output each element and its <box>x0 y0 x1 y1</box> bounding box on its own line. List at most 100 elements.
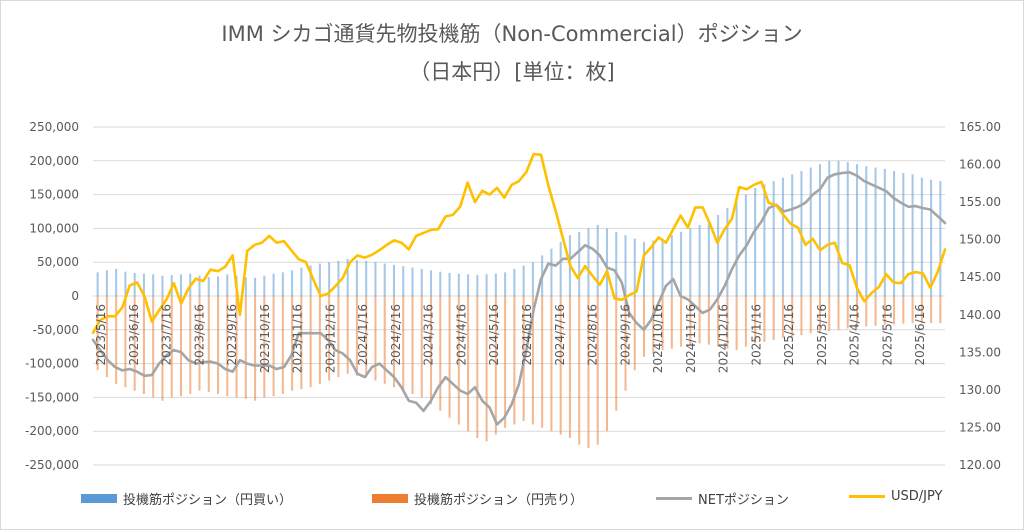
x-tick-label: 2024/1/16 <box>356 304 370 366</box>
yen-sell-bar <box>504 296 507 428</box>
yen-buy-bar <box>457 273 460 296</box>
yen-buy-bar <box>643 241 646 296</box>
legend-swatch-yen-sell <box>372 494 408 503</box>
yen-sell-bar <box>781 296 784 338</box>
yen-sell-bar <box>911 296 914 324</box>
yen-buy-bar <box>207 277 210 296</box>
yen-buy-bar <box>179 274 182 296</box>
yen-sell-bar <box>198 296 201 391</box>
x-tick-label: 2024/8/16 <box>586 304 600 366</box>
yen-sell-bar <box>587 296 590 449</box>
yen-buy-bar <box>791 174 794 296</box>
yen-buy-bar <box>559 241 562 296</box>
yen-buy-bar <box>837 160 840 296</box>
yen-buy-bar <box>374 262 377 296</box>
y-left-tick-label: -100,000 <box>25 357 79 371</box>
yen-sell-bar <box>643 296 646 357</box>
y-left-tick-label: -200,000 <box>25 424 79 438</box>
yen-sell-bar <box>874 296 877 326</box>
yen-sell-bar <box>374 296 377 381</box>
yen-buy-bar <box>448 273 451 296</box>
yen-buy-bar <box>883 168 886 296</box>
yen-sell-bar <box>411 296 414 395</box>
yen-buy-bar <box>809 167 812 296</box>
yen-sell-bar <box>893 296 896 325</box>
yen-buy-bar <box>476 275 479 296</box>
yen-sell-bar <box>337 296 340 378</box>
yen-buy-bar <box>402 266 405 296</box>
yen-buy-bar <box>772 181 775 296</box>
yen-sell-bar <box>430 296 433 405</box>
yen-sell-bar <box>402 296 405 391</box>
yen-buy-bar <box>485 274 488 296</box>
legend-item-yen-sell: 投機筋ポジション（円売り） <box>372 489 583 508</box>
legend-swatch-usdjpy <box>849 495 885 498</box>
x-tick-label: 2024/11/16 <box>684 304 698 373</box>
yen-sell-bar <box>355 296 358 376</box>
legend-label-yen-sell: 投機筋ポジション（円売り） <box>414 493 584 508</box>
yen-buy-bar <box>605 228 608 296</box>
x-tick-label: 2024/7/16 <box>553 304 567 366</box>
yen-buy-bar <box>494 273 497 296</box>
yen-buy-bar <box>244 277 247 296</box>
yen-buy-bar <box>522 265 525 296</box>
legend-label-net: NETポジション <box>698 493 789 508</box>
yen-sell-bar <box>800 296 803 336</box>
yen-sell-bar <box>105 296 108 378</box>
yen-buy-bar <box>383 263 386 296</box>
yen-buy-bar <box>818 164 821 296</box>
yen-buy-bar <box>124 271 127 296</box>
yen-sell-bar <box>726 296 729 349</box>
yen-buy-bar <box>198 275 201 296</box>
yen-buy-bar <box>346 258 349 296</box>
yen-buy-bar <box>726 208 729 296</box>
yen-buy-bar <box>430 270 433 296</box>
yen-sell-bar <box>670 296 673 349</box>
yen-buy-bar <box>328 262 331 296</box>
yen-buy-bar <box>865 166 868 296</box>
yen-sell-bar <box>217 296 220 395</box>
yen-buy-bar <box>596 225 599 296</box>
x-tick-label: 2024/2/16 <box>389 304 403 366</box>
y-right-tick-label: 160.00 <box>959 158 1001 172</box>
x-tick-label: 2025/1/16 <box>749 304 763 366</box>
yen-buy-bar <box>670 235 673 296</box>
yen-sell-bar <box>170 296 173 398</box>
y-left-tick-label: -250,000 <box>25 458 79 472</box>
yen-sell-bar <box>661 296 664 351</box>
yen-sell-bar <box>791 296 794 337</box>
x-tick-label: 2023/11/16 <box>291 304 305 373</box>
yen-buy-bar <box>633 238 636 296</box>
y-right-tick-label: 150.00 <box>959 233 1001 247</box>
yen-sell-bar <box>689 296 692 345</box>
yen-sell-bar <box>633 296 636 371</box>
yen-sell-bar <box>818 296 821 334</box>
yen-sell-bar <box>124 296 127 388</box>
yen-sell-bar <box>365 296 368 378</box>
net-position-line <box>91 171 947 426</box>
x-tick-label: 2024/3/16 <box>422 304 436 366</box>
legend-swatch-net <box>656 497 692 500</box>
yen-sell-bar <box>707 296 710 345</box>
yen-sell-bar <box>846 296 849 329</box>
legend-item-net: NETポジション <box>656 489 789 508</box>
yen-buy-bar <box>624 235 627 296</box>
yen-sell-bar <box>133 296 136 391</box>
yen-buy-bar <box>309 265 312 296</box>
yen-buy-bar <box>902 172 905 296</box>
yen-sell-bar <box>254 296 257 401</box>
yen-buy-bar <box>781 177 784 296</box>
yen-sell-bar <box>485 296 488 442</box>
yen-sell-bar <box>328 296 331 381</box>
yen-sell-bar <box>152 296 155 398</box>
yen-buy-bar <box>105 270 108 296</box>
x-tick-label: 2025/5/16 <box>880 304 894 366</box>
yen-sell-bar <box>300 296 303 390</box>
legend-item-usdjpy: USD/JPY <box>849 489 943 504</box>
yen-buy-bar <box>920 177 923 296</box>
yen-sell-bar <box>448 296 451 418</box>
yen-sell-bar <box>837 296 840 330</box>
yen-buy-bar <box>152 274 155 296</box>
yen-sell-bar <box>680 296 683 347</box>
